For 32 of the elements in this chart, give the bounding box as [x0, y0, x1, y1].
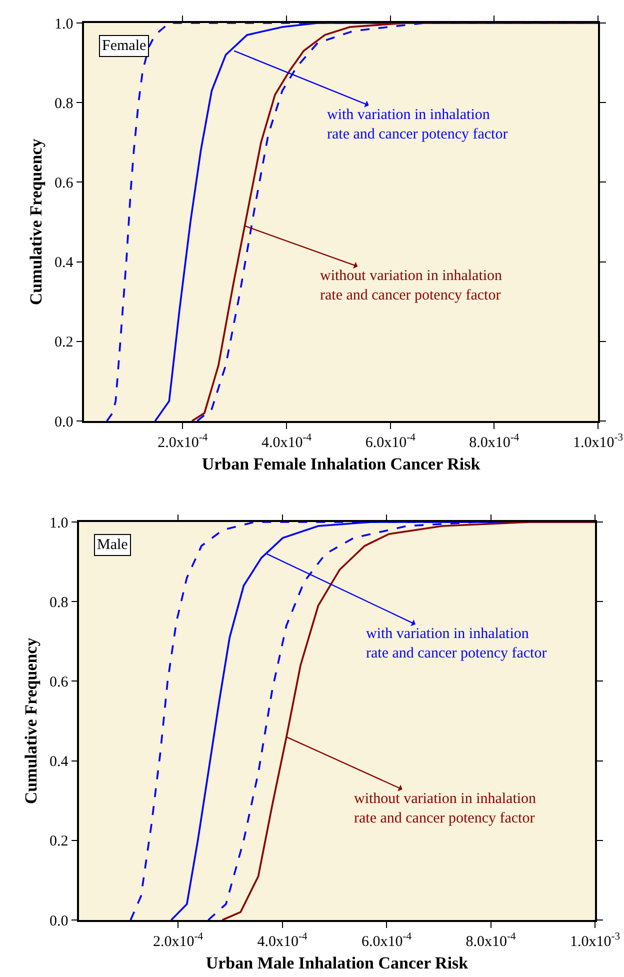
x-tick-label: 8.0x10$^{-4}$ — [466, 931, 517, 950]
y-tick-label: 0.6 — [54, 175, 74, 192]
annotation: without variation in inhalation rate and cancer potency factor — [320, 268, 503, 304]
y-tick-label: 0.2 — [50, 834, 68, 850]
annotation: with variation in inhalation rate and cancer potency factor — [366, 626, 547, 662]
annotation: without variation in inhalation rate and cancer potency factor — [354, 791, 537, 826]
y-tick-label: 0.4 — [54, 255, 74, 272]
annotation: Male — [97, 537, 128, 553]
x-axis-title: Urban Female Inhalation Cancer Risk — [202, 454, 481, 474]
y-tick-label: 0.0 — [50, 913, 68, 930]
x-tick-label: 6.0x10$^{-4}$ — [365, 432, 416, 451]
y-tick-label: 0.4 — [50, 754, 69, 770]
x-axis-title: Urban Male Inhalation Cancer Risk — [206, 954, 469, 973]
y-axis-title: Cumulative Frequency — [22, 637, 41, 804]
y-tick-label: 0.6 — [50, 674, 69, 690]
x-tick-label: 2.0x10$^{-4}$ — [158, 432, 208, 451]
y-tick-label: 0.2 — [54, 334, 74, 351]
x-tick-label: 1.0x10$^{-3}$ — [573, 432, 623, 451]
x-tick-label: 6.0x10$^{-4}$ — [362, 931, 412, 950]
annotation: with variation in inhalation rate and cancer potency factor — [327, 107, 508, 142]
x-tick-label: 1.0x10$^{-3}$ — [570, 931, 620, 950]
x-tick-label: 2.0x10$^{-4}$ — [153, 931, 204, 950]
y-tick-label: 0.0 — [54, 414, 74, 430]
y-tick-label: 0.8 — [54, 96, 74, 112]
y-axis-title: Cumulative Frequency — [26, 138, 46, 306]
y-tick-label: 1.0 — [50, 515, 68, 532]
x-tick-label: 4.0x10$^{-4}$ — [257, 931, 308, 950]
x-tick-label: 4.0x10$^{-4}$ — [261, 432, 312, 451]
annotation: Female — [102, 38, 146, 54]
x-tick-label: 8.0x10$^{-4}$ — [469, 432, 520, 451]
y-tick-label: 0.8 — [50, 594, 68, 611]
y-tick-label: 1.0 — [54, 16, 74, 32]
